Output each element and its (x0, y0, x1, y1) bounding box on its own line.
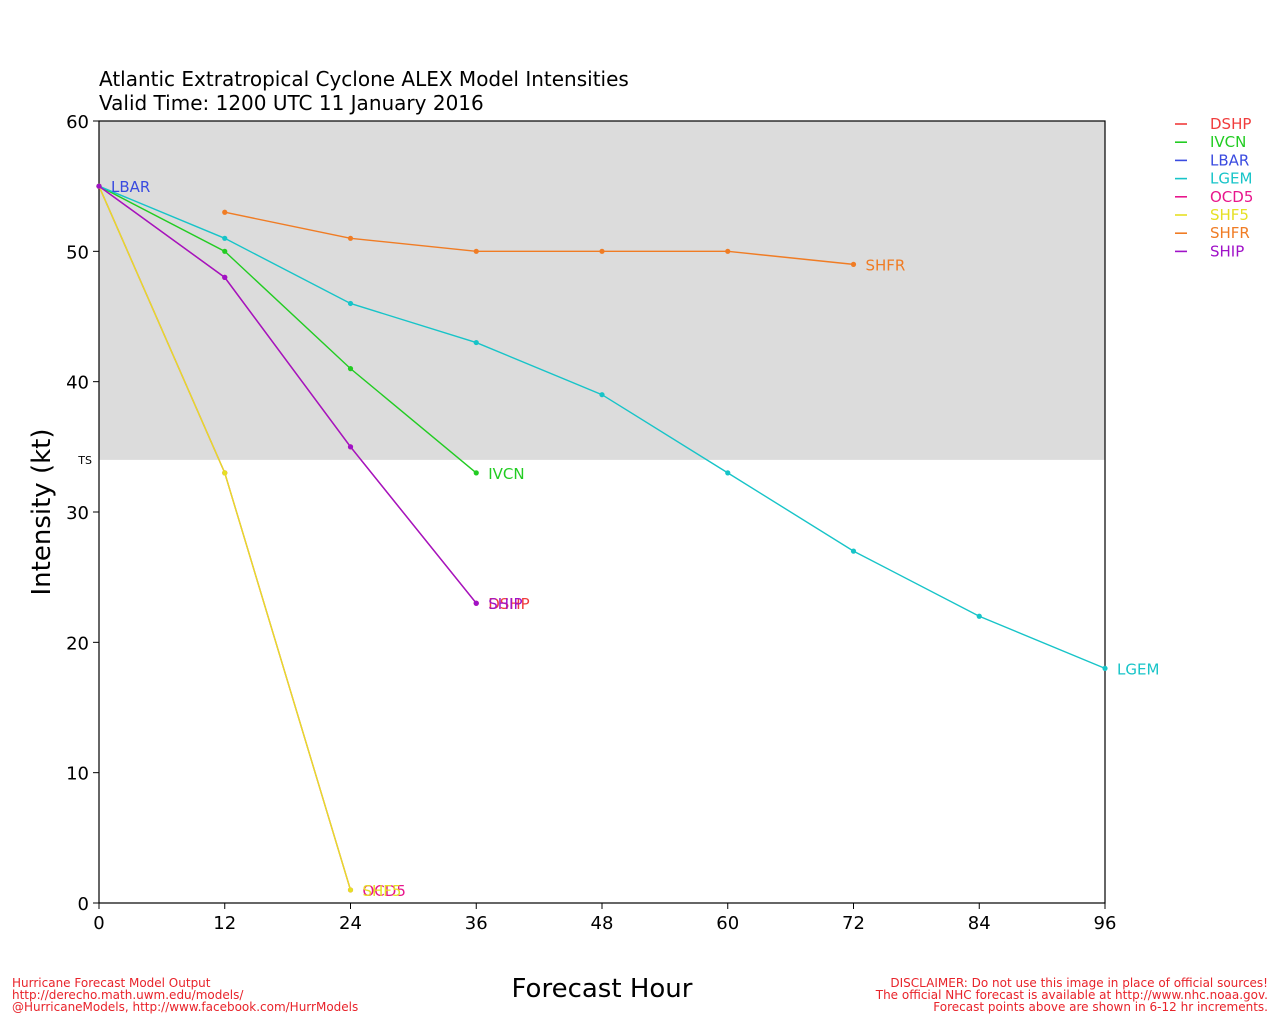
legend-label-shf5: SHF5 (1210, 206, 1249, 224)
x-tick-label: 24 (339, 913, 362, 934)
data-point-shfr (473, 248, 479, 254)
x-tick-label: 96 (1094, 913, 1117, 934)
data-point-ivcn (473, 470, 479, 476)
legend-label-shfr: SHFR (1210, 224, 1250, 242)
data-point-lgem (725, 470, 731, 476)
footer-credit-line: @HurricaneModels, http://www.facebook.co… (12, 1000, 359, 1014)
end-label-shf5: SHF5 (363, 882, 402, 900)
plot-area: TS (77, 121, 1105, 467)
data-point-lgem (599, 392, 605, 398)
legend-label-lgem: LGEM (1210, 170, 1252, 188)
data-point-ship (222, 274, 228, 280)
y-tick-label: 50 (66, 242, 89, 263)
footer-disclaimer-line: The official NHC forecast is available a… (875, 988, 1268, 1002)
data-point-lgem (850, 548, 857, 554)
legend-label-ivcn: IVCN (1210, 133, 1246, 151)
series-shfr (222, 209, 857, 267)
data-point-shfr (725, 248, 731, 254)
end-label-lgem: LGEM (1117, 660, 1159, 678)
data-point-ship (96, 183, 102, 189)
data-point-ivcn (347, 366, 354, 372)
chart-title-line-1: Atlantic Extratropical Cyclone ALEX Mode… (99, 67, 629, 91)
chart-title: Atlantic Extratropical Cyclone ALEX Mode… (99, 67, 629, 115)
end-label-ocd5: OCD5 (363, 882, 406, 900)
y-tick-label: 0 (78, 894, 89, 915)
legend-label-ship: SHIP (1210, 242, 1244, 260)
data-point-shfr (347, 235, 354, 241)
x-axis-label: Forecast Hour (512, 974, 693, 1004)
series-line-ship (98, 185, 477, 604)
y-axis-label: Intensity (kt) (27, 429, 57, 596)
y-tick-label: 20 (66, 633, 89, 654)
footer-disclaimer-line: Forecast points above are shown in 6-12 … (933, 1000, 1268, 1014)
data-point-shfr (222, 209, 228, 215)
x-tick-label: 12 (213, 913, 236, 934)
data-point-shfr (599, 248, 605, 254)
ts-band (99, 121, 1105, 460)
data-point-ship (473, 600, 479, 606)
footer-credit-line: http://derecho.math.uwm.edu/models/ (12, 988, 244, 1002)
legend-label-ocd5: OCD5 (1210, 188, 1253, 206)
series-layer (96, 183, 1108, 893)
data-point-lgem (473, 339, 479, 346)
legend-label-lbar: LBAR (1210, 151, 1249, 169)
footer-disclaimer-line: DISCLAIMER: Do not use this image in pla… (890, 976, 1268, 990)
y-tick-label: 10 (66, 764, 89, 785)
footer-credit-line: Hurricane Forecast Model Output (12, 976, 211, 990)
chart-title-line-2: Valid Time: 1200 UTC 11 January 2016 (99, 91, 484, 115)
end-label-lbar: LBAR (111, 178, 150, 196)
x-tick-label: 36 (465, 913, 488, 934)
data-point-lgem (1102, 665, 1108, 672)
series-line-shfr (224, 211, 854, 266)
data-point-lgem (976, 613, 982, 619)
data-point-shf5 (347, 887, 354, 893)
end-label-ship: SHIP (488, 595, 522, 613)
y-tick-label: 40 (66, 373, 89, 394)
end-label-ivcn: IVCN (488, 465, 524, 483)
x-tick-label: 0 (93, 913, 104, 934)
series-ship (96, 183, 479, 606)
x-tick-label: 48 (591, 913, 614, 934)
ts-threshold-label: TS (77, 454, 92, 467)
series-line-ivcn (98, 185, 477, 474)
end-label-dshp: DSHP (488, 595, 529, 613)
data-point-shf5 (222, 470, 228, 476)
x-tick-label: 84 (968, 913, 991, 934)
y-tick-label: 60 (66, 112, 89, 133)
footer-credits: Hurricane Forecast Model Output http://d… (12, 977, 358, 1013)
axes: 0 10 20 30 40 50 60 0 12 24 36 48 60 72 84 96 (66, 112, 1116, 934)
data-point-shfr (850, 261, 857, 267)
footer-disclaimer: DISCLAIMER: Do not use this image in pla… (876, 977, 1268, 1013)
data-point-ivcn (222, 248, 228, 254)
y-tick-label: 30 (66, 503, 89, 524)
x-tick-label: 60 (716, 913, 739, 934)
data-point-lgem (347, 300, 354, 307)
x-tick-label: 72 (842, 913, 865, 934)
legend-label-dshp: DSHP (1210, 115, 1251, 133)
data-point-ship (347, 444, 354, 450)
data-point-lgem (222, 235, 228, 241)
end-label-shfr: SHFR (866, 256, 906, 274)
